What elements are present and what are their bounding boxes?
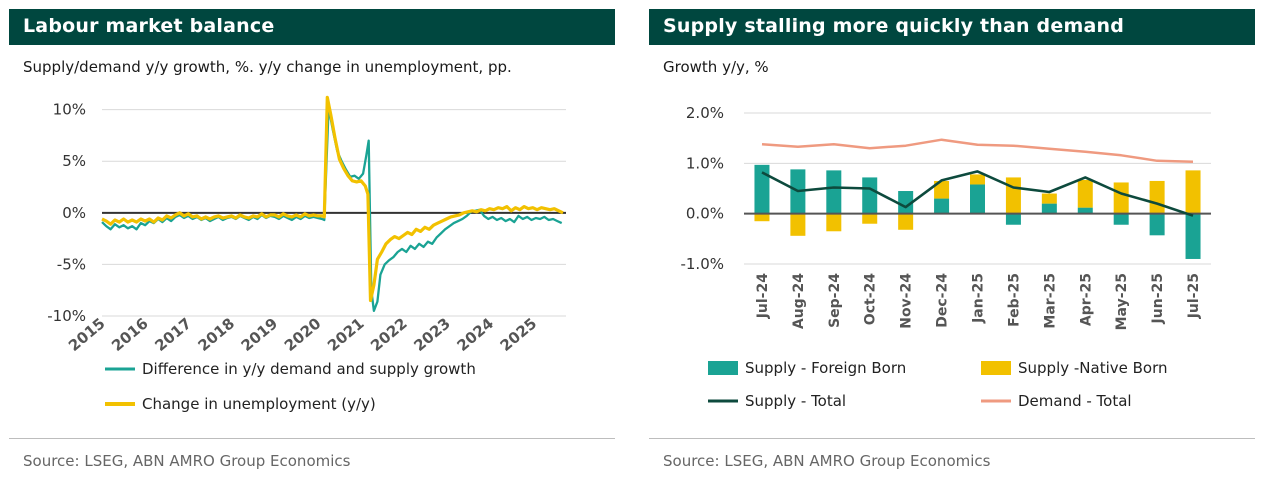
legend-label: Change in unemployment (y/y) — [142, 395, 376, 413]
bar-segment — [898, 213, 914, 230]
panel-supply-vs-demand: Supply stalling more quickly than demand… — [649, 9, 1255, 479]
x-tick-label: May-25 — [1114, 273, 1130, 330]
bar-segment — [862, 177, 878, 214]
legend-swatch — [981, 361, 1011, 375]
title-banner: Labour market balance — [9, 9, 615, 45]
x-tick-label: 2025 — [497, 314, 541, 355]
bar-segment — [934, 198, 950, 214]
bar-segment — [862, 213, 878, 224]
bar-segment — [1005, 213, 1021, 225]
y-tick-label: 1.0% — [686, 154, 724, 172]
x-tick-label: 2024 — [453, 314, 497, 355]
y-tick-label: 2.0% — [686, 104, 724, 122]
bar-segment — [1005, 177, 1021, 214]
chart-subtitle: Supply/demand y/y growth, %. y/y change … — [23, 58, 512, 76]
bar-segment — [826, 213, 842, 232]
x-tick-label: Feb-25 — [1006, 273, 1022, 327]
bar-segment — [1149, 180, 1165, 214]
x-tick-label: Jul-25 — [1186, 273, 1202, 319]
divider — [649, 438, 1255, 439]
y-tick-label: 0% — [62, 204, 86, 222]
bar-segment — [970, 174, 985, 185]
bar-segment — [1077, 207, 1093, 214]
x-tick-label: Aug-24 — [791, 273, 807, 329]
legend-label: Supply - Total — [745, 392, 846, 410]
y-tick-label: -1.0% — [680, 255, 724, 273]
y-tick-label: 0.0% — [686, 205, 724, 223]
x-tick-label: Apr-25 — [1078, 273, 1094, 326]
x-tick-label: 2022 — [367, 314, 411, 355]
x-tick-label: 2020 — [281, 314, 325, 355]
chart-title: Supply stalling more quickly than demand — [663, 15, 1124, 37]
x-tick-label: Sep-24 — [827, 273, 843, 328]
x-tick-label: Jan-25 — [971, 273, 987, 324]
bar-segment — [970, 184, 985, 214]
x-tick-label: 2016 — [108, 314, 152, 355]
bar-segment — [1185, 170, 1201, 214]
bar-segment — [1041, 193, 1057, 204]
series-line — [761, 170, 1194, 217]
x-tick-label: Dec-24 — [935, 273, 951, 328]
labour-market-chart: 10%5%0%-5%-10%2015 2016 2017 2018 2019 2020 20… — [47, 95, 566, 413]
x-tick-label: 2017 — [151, 314, 195, 355]
x-tick-label: Oct-24 — [863, 273, 879, 325]
x-tick-label: 2019 — [238, 314, 282, 355]
bar-segment — [754, 213, 770, 222]
bar-segment — [1077, 179, 1093, 208]
x-tick-label: Jun-25 — [1150, 273, 1166, 324]
bar-segment — [1149, 213, 1165, 236]
divider — [9, 438, 615, 439]
bar-segment — [898, 191, 914, 214]
series-line — [101, 95, 564, 303]
x-tick-label: 2021 — [324, 314, 368, 355]
y-tick-label: 5% — [62, 152, 86, 170]
x-tick-label: 2023 — [410, 314, 454, 355]
bar-segment — [790, 213, 806, 236]
panel-labour-market-balance: Labour market balance Supply/demand y/y … — [9, 9, 615, 479]
x-tick-label: Mar-25 — [1042, 273, 1058, 329]
chart-subtitle: Growth y/y, % — [663, 58, 769, 76]
source-note: Source: LSEG, ABN AMRO Group Economics — [663, 452, 991, 470]
bar-segment — [934, 180, 950, 199]
bar-segment — [1041, 203, 1057, 214]
bar-segment — [1185, 213, 1201, 259]
series-line — [761, 138, 1194, 164]
legend-label: Supply - Foreign Born — [745, 359, 906, 377]
supply-demand-chart: 2.0% 1.0% 0.0% -1.0% Jul-24 Aug-24 Sep-24 Oct-2… — [680, 104, 1211, 410]
y-tick-label: 10% — [53, 101, 86, 119]
bar-segment — [1113, 213, 1129, 225]
legend-label: Difference in y/y demand and supply grow… — [142, 360, 476, 378]
legend-swatch — [708, 361, 738, 375]
legend-label: Supply -Native Born — [1018, 359, 1168, 377]
bar-segment — [826, 170, 842, 214]
bar-segment — [754, 164, 770, 214]
legend-label: Demand - Total — [1018, 392, 1132, 410]
x-tick-label: Jul-24 — [755, 273, 771, 320]
bar-segment — [1113, 182, 1129, 214]
y-tick-label: -10% — [47, 307, 86, 325]
x-tick-label: 2018 — [195, 314, 239, 355]
y-tick-label: -5% — [57, 255, 86, 273]
x-tick-label: Nov-24 — [899, 273, 915, 329]
source-note: Source: LSEG, ABN AMRO Group Economics — [23, 452, 351, 470]
chart-title: Labour market balance — [23, 15, 275, 37]
title-banner: Supply stalling more quickly than demand — [649, 9, 1255, 45]
